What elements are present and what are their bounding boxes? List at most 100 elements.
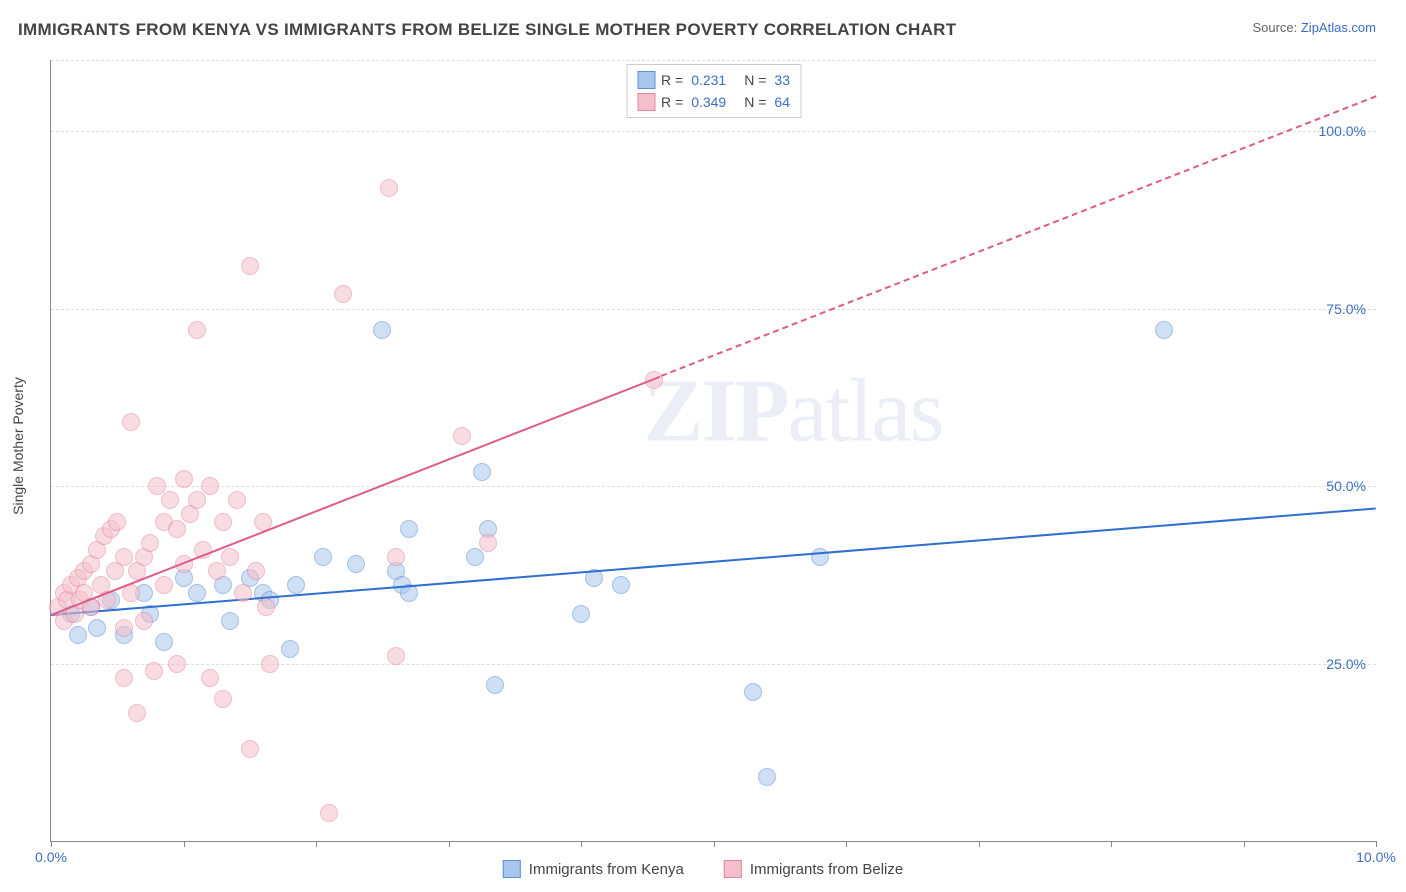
gridline [51, 60, 1376, 61]
data-point [758, 768, 776, 786]
x-tick [1111, 841, 1112, 847]
trend-line [660, 96, 1376, 378]
swatch-series-2 [637, 93, 655, 111]
data-point [387, 548, 405, 566]
data-point [380, 179, 398, 197]
correlation-legend: R = 0.231 N = 33 R = 0.349 N = 64 [626, 64, 801, 118]
r-value-1: 0.231 [691, 69, 726, 91]
watermark: ZIPatlas [644, 360, 943, 463]
chart-container: IMMIGRANTS FROM KENYA VS IMMIGRANTS FROM… [0, 0, 1406, 892]
swatch-belize [724, 860, 742, 878]
data-point [400, 520, 418, 538]
data-point [228, 491, 246, 509]
legend-label-belize: Immigrants from Belize [750, 861, 903, 878]
n-label-2: N = [744, 91, 766, 113]
x-tick [581, 841, 582, 847]
trend-line [51, 507, 1376, 615]
data-point [261, 655, 279, 673]
watermark-bold: ZIP [644, 362, 788, 461]
data-point [214, 690, 232, 708]
source-attribution: Source: ZipAtlas.com [1252, 20, 1376, 35]
data-point [247, 562, 265, 580]
x-tick [449, 841, 450, 847]
data-point [1155, 321, 1173, 339]
data-point [221, 548, 239, 566]
x-tick [1376, 841, 1377, 847]
trend-line [51, 375, 661, 615]
y-tick-label: 50.0% [1326, 478, 1366, 494]
swatch-kenya [503, 860, 521, 878]
y-tick-label: 100.0% [1319, 123, 1366, 139]
data-point [241, 740, 259, 758]
data-point [234, 584, 252, 602]
data-point [208, 562, 226, 580]
source-link[interactable]: ZipAtlas.com [1301, 20, 1376, 35]
data-point [88, 619, 106, 637]
data-point [473, 463, 491, 481]
data-point [188, 491, 206, 509]
x-tick [714, 841, 715, 847]
data-point [108, 513, 126, 531]
r-label-2: R = [661, 91, 683, 113]
data-point [466, 548, 484, 566]
n-value-2: 64 [774, 91, 790, 113]
data-point [115, 619, 133, 637]
data-point [287, 576, 305, 594]
y-tick-label: 25.0% [1326, 656, 1366, 672]
watermark-thin: atlas [788, 362, 943, 461]
data-point [744, 683, 762, 701]
x-tick [316, 841, 317, 847]
data-point [135, 612, 153, 630]
legend-row-series-1: R = 0.231 N = 33 [637, 69, 790, 91]
data-point [257, 598, 275, 616]
data-point [201, 477, 219, 495]
n-value-1: 33 [774, 69, 790, 91]
x-tick-label: 0.0% [35, 849, 67, 865]
data-point [479, 534, 497, 552]
data-point [314, 548, 332, 566]
data-point [122, 413, 140, 431]
gridline [51, 309, 1376, 310]
data-point [214, 513, 232, 531]
data-point [241, 257, 259, 275]
data-point [115, 669, 133, 687]
data-point [373, 321, 391, 339]
data-point [453, 427, 471, 445]
x-tick [1244, 841, 1245, 847]
swatch-series-1 [637, 71, 655, 89]
data-point [155, 633, 173, 651]
data-point [347, 555, 365, 573]
gridline [51, 664, 1376, 665]
data-point [115, 548, 133, 566]
y-tick-label: 75.0% [1326, 301, 1366, 317]
data-point [572, 605, 590, 623]
data-point [188, 584, 206, 602]
x-tick [979, 841, 980, 847]
data-point [334, 285, 352, 303]
plot-area: ZIPatlas R = 0.231 N = 33 R = 0.349 N = … [50, 60, 1376, 842]
data-point [612, 576, 630, 594]
data-point [168, 655, 186, 673]
x-tick-label: 10.0% [1356, 849, 1396, 865]
data-point [69, 626, 87, 644]
data-point [201, 669, 219, 687]
data-point [155, 576, 173, 594]
r-value-2: 0.349 [691, 91, 726, 113]
x-tick [184, 841, 185, 847]
data-point [161, 491, 179, 509]
data-point [320, 804, 338, 822]
data-point [486, 676, 504, 694]
legend-item-kenya: Immigrants from Kenya [503, 860, 684, 878]
chart-title: IMMIGRANTS FROM KENYA VS IMMIGRANTS FROM… [18, 20, 956, 40]
y-axis-label: Single Mother Poverty [10, 377, 26, 515]
legend-label-kenya: Immigrants from Kenya [529, 861, 684, 878]
x-tick [846, 841, 847, 847]
data-point [128, 704, 146, 722]
data-point [221, 612, 239, 630]
data-point [148, 477, 166, 495]
data-point [145, 662, 163, 680]
legend-item-belize: Immigrants from Belize [724, 860, 903, 878]
data-point [188, 321, 206, 339]
data-point [141, 534, 159, 552]
legend-row-series-2: R = 0.349 N = 64 [637, 91, 790, 113]
